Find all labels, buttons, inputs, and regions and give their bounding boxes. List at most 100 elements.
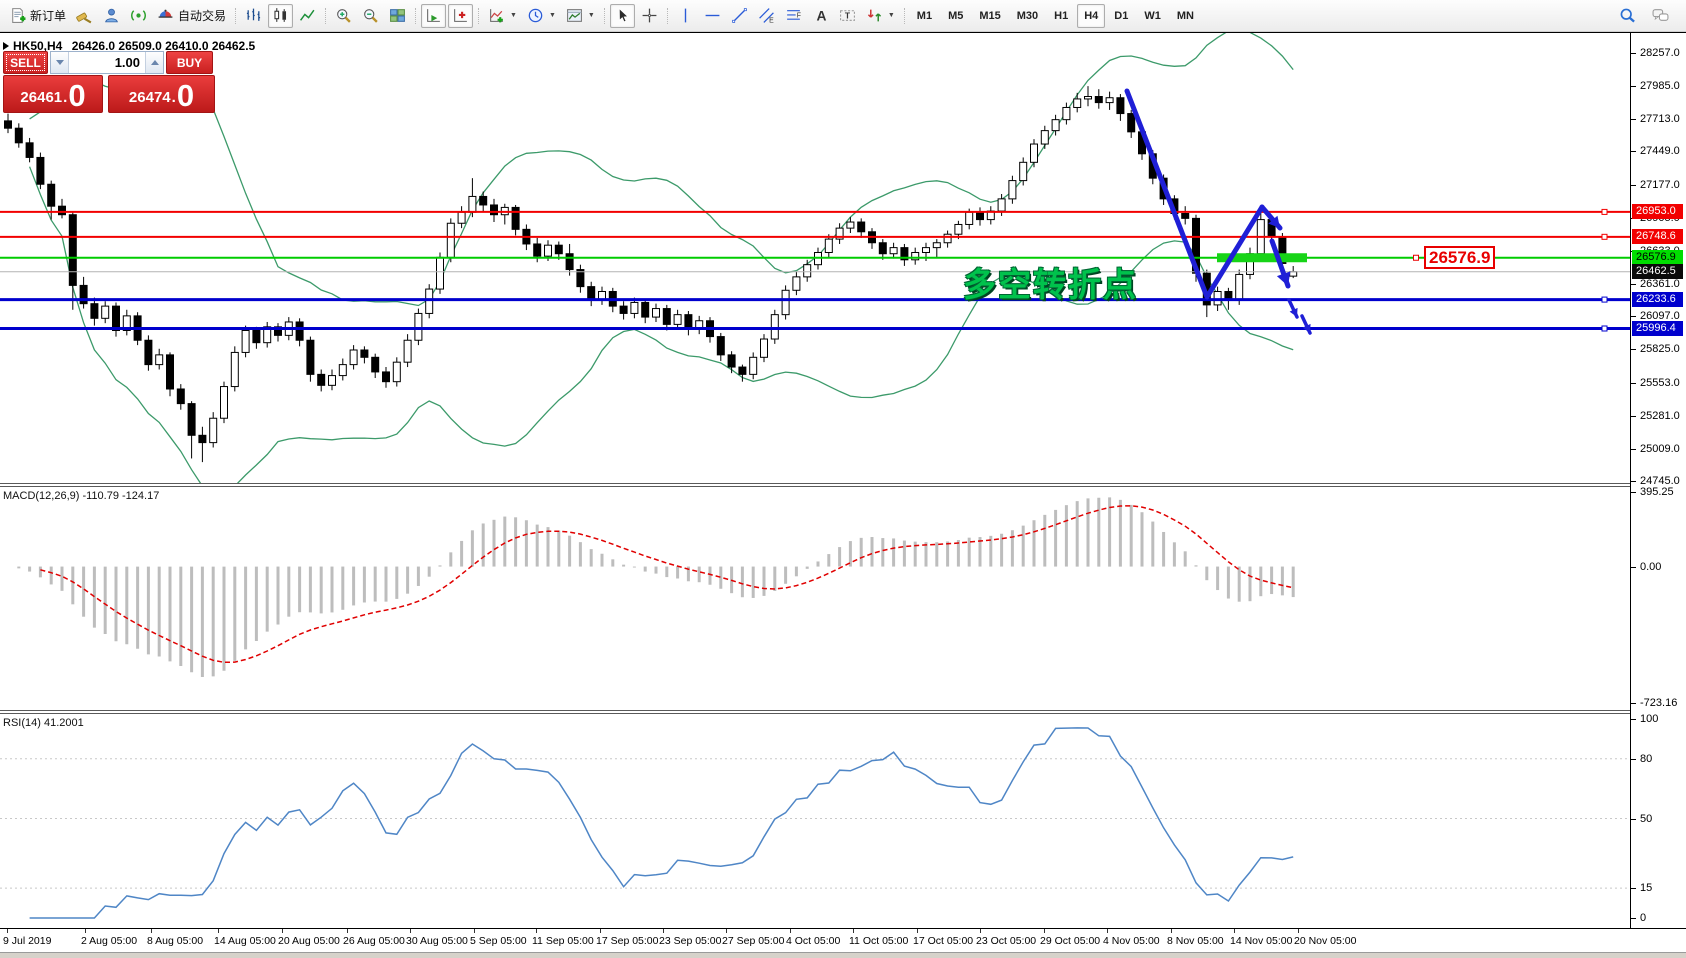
time-label: 17 Sep 05:00 [596,935,659,947]
macd-pane-canvas[interactable] [0,487,1630,710]
timeframe-m5[interactable]: M5 [948,9,964,22]
timeframe-w1[interactable]: W1 [1144,9,1161,22]
price-line-label-26462.5[interactable]: 26462.5 [1632,264,1683,280]
gavel-icon [76,7,93,24]
line-anchor-handle[interactable] [1601,296,1608,303]
crosshair-button[interactable] [637,4,662,28]
chat-icon [1652,7,1669,24]
auto-scroll-button[interactable] [421,3,447,28]
chart-shift-button[interactable] [448,3,474,28]
channel-icon [758,7,775,24]
vertical-line-button[interactable] [673,4,698,28]
candle-body [47,183,56,207]
tile-windows-button[interactable] [385,4,410,28]
timeframe-mn[interactable]: MN [1176,9,1194,22]
price-callout-label[interactable]: 26576.9 [1424,246,1496,269]
text-label-button[interactable] [835,4,860,28]
sell-price-display[interactable]: 26461. 0 [3,75,103,113]
timeframe-h1[interactable]: H1 [1054,9,1069,22]
price-tick: 24745.0 [1631,474,1680,488]
line-anchor-handle[interactable] [1601,208,1608,215]
equidistant-channel-button[interactable] [754,4,779,28]
cursor-button[interactable] [609,3,635,28]
timeframe-m30[interactable]: M30 [1016,9,1039,22]
candle-body [295,321,304,341]
sell-button[interactable]: SELL [3,51,48,74]
candle-body [1040,130,1049,145]
time-axis[interactable]: 9 Jul 2019 2 Aug 05:00 8 Aug 05:00 14 Aug 0… [0,928,1686,952]
time-label: 17 Oct 05:00 [913,935,974,947]
timeframe-d1[interactable]: D1 [1114,9,1129,22]
fibonacci-button[interactable] [781,4,806,28]
line-anchor-handle[interactable] [1601,233,1608,240]
timeframe-m1[interactable]: M1 [916,9,933,22]
labelT-icon [839,7,856,24]
callout-anchor-handle[interactable] [1413,254,1419,261]
volume-stepper[interactable]: 1.00 [50,51,164,74]
chart-annotation-text[interactable]: 多空转折点 [963,266,1138,303]
horizontal-line-button[interactable] [700,4,725,28]
line-anchor-handle[interactable] [1601,325,1608,332]
zigzag-trend-arrow[interactable] [1124,88,1265,300]
time-label: 2 Aug 05:00 [81,935,138,947]
chart-title: HK50,H4 26426.0 26509.0 26410.0 26462.5 [3,39,255,53]
toolbar-separator [411,4,420,28]
periods-button[interactable]: ▼ [523,4,560,28]
price-chart-canvas[interactable] [0,33,1630,483]
indicators-button[interactable]: ▼ [484,4,521,28]
price-line-label-26748.6[interactable]: 26748.6 [1632,229,1683,245]
price-axis[interactable]: 28257.027985.027713.027449.027177.026905… [1630,33,1686,928]
volume-value[interactable]: 1.00 [114,55,140,70]
candle-body [738,366,747,375]
arrows-button[interactable]: ▼ [862,4,899,28]
pane-separator[interactable] [0,483,1630,487]
candle-body [338,364,347,377]
price-tick: 27985.0 [1631,79,1680,93]
time-tick [663,929,664,933]
time-label: 11 Sep 05:00 [532,935,594,947]
news-broadcast-button[interactable] [126,4,151,28]
autotrading-button[interactable]: 自动交易 [153,4,230,28]
dropdown-caret-icon: ▼ [510,12,517,19]
volume-decrease-button[interactable] [51,52,69,73]
candle-body [576,269,585,288]
candle-body [824,238,833,253]
price-line-label-26233.6[interactable]: 26233.6 [1632,292,1683,308]
new-order-button[interactable]: 新订单 [5,4,70,28]
price-line-label-25996.4[interactable]: 25996.4 [1632,320,1683,336]
buy-price-display[interactable]: 26474. 0 [108,75,215,113]
rsi-pane-canvas[interactable] [0,714,1630,928]
price-line-label-26953.0[interactable]: 26953.0 [1632,204,1683,220]
pane-separator[interactable] [0,710,1630,714]
candle-body [479,195,488,206]
candle-body [209,417,218,444]
chat-button[interactable] [1648,4,1673,28]
zoom-out-button[interactable] [358,4,383,28]
candlestick-chart-button[interactable] [268,3,294,28]
arrowhead [1276,271,1291,286]
macd-indicator-label: MACD(12,26,9) -110.79 -124.17 [3,490,160,502]
line-chart-button[interactable] [295,4,320,28]
time-label: 9 Jul 2019 [3,935,52,947]
price-line-label-26576.9[interactable]: 26576.9 [1632,250,1683,266]
arrowhead [1268,215,1280,228]
candle-body [230,351,239,388]
timeframe-m15[interactable]: M15 [979,9,1001,22]
trendline-button[interactable] [727,4,752,28]
timeframe-h4[interactable]: H4 [1077,3,1106,28]
buy-button[interactable]: BUY [166,51,213,74]
search-button[interactable] [1615,4,1640,28]
time-tick [853,929,854,933]
price-tick: 0 [1631,911,1646,925]
candle-body [490,204,498,216]
templates-button[interactable]: ▼ [562,4,599,28]
candle-body [25,142,34,158]
volume-increase-button[interactable] [145,52,163,73]
community-button[interactable] [99,4,124,28]
bar-chart-button[interactable] [241,4,266,28]
text-button[interactable] [808,4,833,28]
candle-body [446,222,455,258]
zoom-in-button[interactable] [331,4,356,28]
metaeditor-button[interactable] [72,4,97,28]
doc-plus-icon [9,7,26,24]
